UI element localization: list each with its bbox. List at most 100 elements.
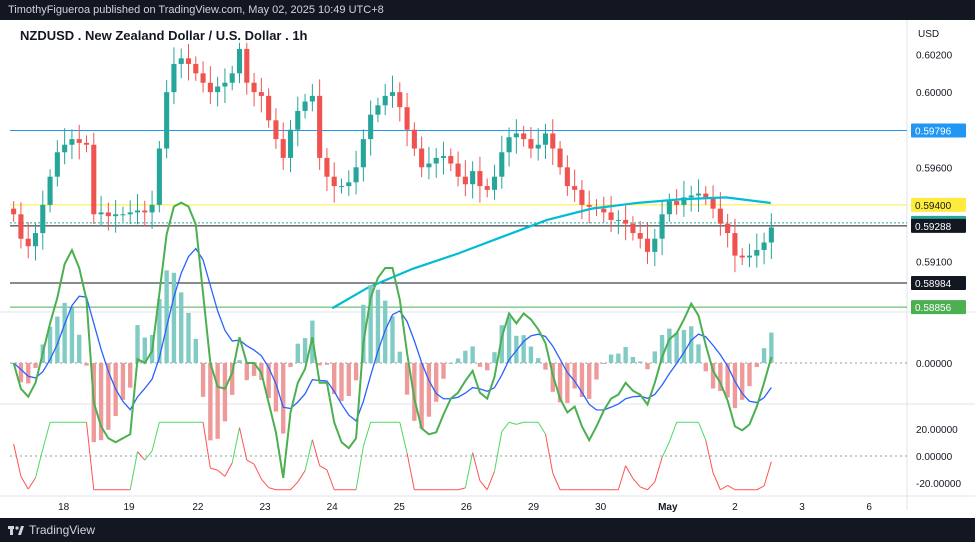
candle-body	[309, 95, 315, 102]
macd-histogram-bar	[397, 351, 402, 363]
macd-histogram-bar	[26, 363, 31, 384]
macd-histogram-bar	[266, 363, 271, 399]
candle-body	[222, 82, 228, 87]
osc-tick-label: -20.00000	[916, 479, 961, 490]
candle-body	[164, 92, 170, 149]
candle-body	[426, 163, 432, 168]
macd-histogram-bar	[441, 363, 446, 379]
time-tick-label: 22	[192, 502, 204, 513]
candle-body	[732, 233, 738, 256]
macd-histogram-bar	[98, 363, 104, 441]
oscillator-segment	[246, 459, 255, 465]
macd-histogram-bar	[470, 346, 475, 363]
candle-body	[717, 208, 723, 224]
time-tick-label: 30	[595, 502, 607, 513]
macd-histogram-bar	[696, 344, 701, 363]
oscillator-segment	[494, 431, 503, 472]
candle-body	[506, 137, 512, 153]
candle-body	[331, 176, 337, 187]
oscillator-segment	[537, 421, 546, 435]
candle-body	[455, 163, 461, 177]
macd-histogram-bar	[761, 348, 767, 363]
candle-body	[178, 58, 184, 64]
candle-body	[76, 139, 82, 143]
oscillator-segment	[86, 422, 95, 490]
oscillator-segment	[647, 481, 656, 491]
macd-histogram-bar	[135, 325, 140, 363]
candle-body	[601, 208, 607, 213]
level-label: 0.59796	[915, 126, 952, 137]
macd-histogram-bar	[536, 358, 541, 363]
macd-histogram-bar	[652, 351, 657, 363]
candle-body	[652, 238, 658, 252]
osc-tick-label: 20.00000	[916, 425, 958, 436]
oscillator-segment	[253, 463, 262, 480]
candle-body	[91, 144, 97, 215]
chart-canvas[interactable]: 0.60200 0.60000 0.59600 0.59100 0.59796 0.594…	[0, 20, 975, 518]
oscillator-segment	[457, 487, 466, 491]
chart-title: NZDUSD . New Zealand Dollar / U.S. Dolla…	[18, 28, 310, 43]
macd-histogram-bar	[18, 363, 24, 383]
macd-histogram-bar	[200, 363, 206, 397]
level-label-box	[911, 218, 966, 233]
candle-body	[127, 212, 133, 215]
oscillator-segment	[763, 461, 772, 487]
oscillator-segment	[151, 422, 160, 452]
candle-body	[346, 182, 352, 187]
candle-body	[134, 210, 141, 213]
level-label-box	[911, 123, 966, 138]
candle-body	[695, 193, 702, 196]
candle-body	[40, 204, 46, 234]
macd-histogram-bar	[455, 358, 461, 363]
macd-histogram-bar	[230, 363, 235, 395]
oscillator-segment	[661, 441, 670, 458]
macd-histogram-bar	[740, 363, 745, 400]
candle-body	[382, 95, 388, 106]
candle-body	[62, 144, 68, 153]
level-label-box	[911, 197, 966, 212]
oscillator-segment	[20, 476, 29, 490]
candle-body	[681, 197, 687, 205]
candle-body	[207, 82, 213, 93]
oscillator-segment	[640, 486, 648, 491]
oscillator-segment	[35, 448, 44, 478]
candle-body	[659, 214, 665, 239]
candle-body	[302, 101, 308, 111]
candle-body	[397, 92, 403, 108]
level-label: 0.58984	[915, 279, 952, 290]
oscillator-segment	[311, 439, 321, 466]
candle-body	[105, 212, 111, 217]
oscillator-segment	[632, 478, 641, 488]
macd-histogram-bar	[572, 363, 577, 389]
macd-histogram-bar	[463, 350, 468, 363]
candle-body	[171, 63, 177, 93]
macd-histogram-bar	[288, 363, 293, 367]
macd-histogram-bar	[164, 270, 169, 363]
time-tick-label: 24	[327, 502, 339, 513]
candle-body	[193, 63, 199, 74]
oscillator-segment	[326, 469, 335, 490]
time-tick-label: 3	[799, 502, 805, 513]
time-tick-label: May	[658, 502, 678, 513]
macd-histogram-bar	[375, 289, 381, 363]
tradingview-logo-icon	[8, 526, 24, 535]
candle-body	[688, 195, 694, 198]
candle-body	[666, 201, 672, 215]
macd-histogram-bar	[106, 363, 111, 430]
macd-histogram-bar	[594, 363, 599, 380]
currency-label: USD	[918, 29, 940, 40]
oscillator-segment	[355, 446, 364, 490]
macd-histogram-bar	[492, 352, 497, 363]
oscillator-segment	[231, 427, 240, 463]
oscillator-segment	[260, 478, 270, 488]
macd-histogram-bar	[244, 363, 249, 381]
macd-histogram-bar	[514, 335, 519, 363]
oscillator-segment	[668, 422, 678, 443]
oscillator-segment	[552, 472, 561, 490]
candle-body	[725, 223, 731, 234]
publisher-bar: TimothyFigueroa published on TradingView…	[0, 0, 975, 20]
time-tick-label: 25	[394, 502, 406, 513]
candle-body	[440, 156, 447, 158]
macd-histogram-bar	[120, 363, 126, 400]
oscillator-segment	[210, 467, 218, 471]
